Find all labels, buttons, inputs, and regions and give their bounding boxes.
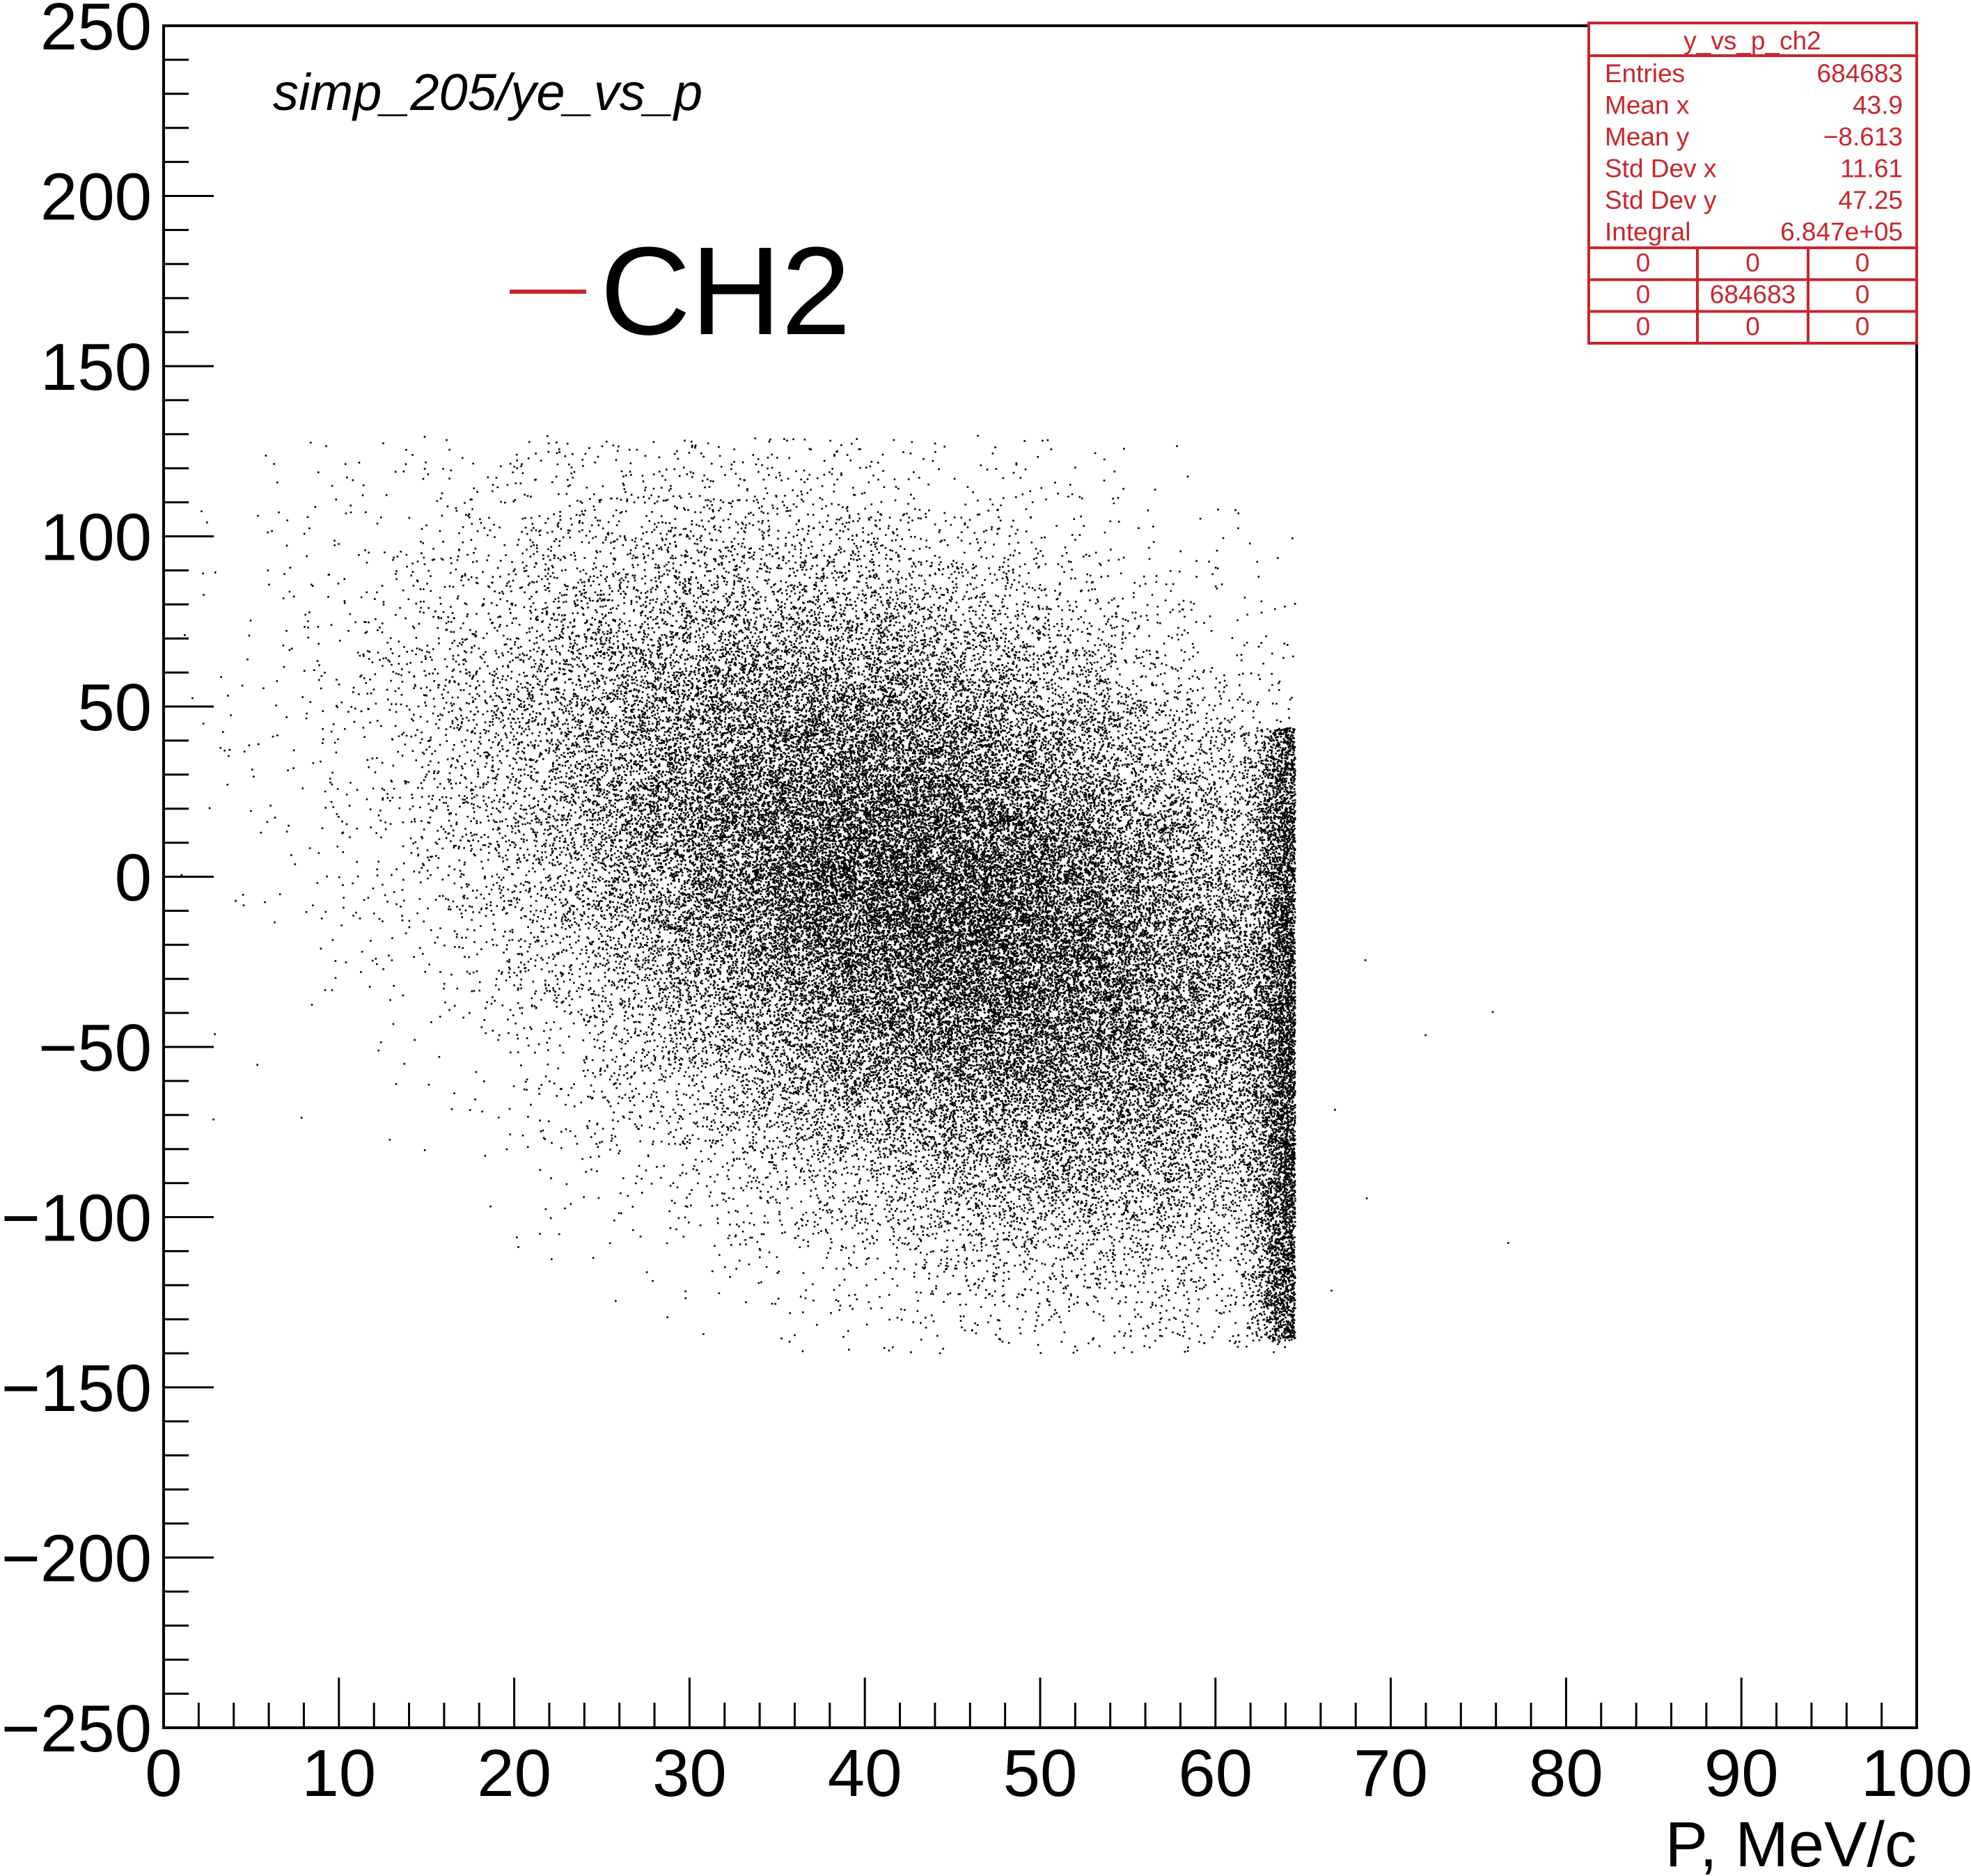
y-tick-label: 100 [40,500,152,575]
stats-grid-cell: 0 [1745,312,1760,340]
x-axis-title: P, MeV/c [1665,1809,1917,1876]
x-axis-ticks [162,1678,1918,1728]
stats-grid-cell: 0 [1855,312,1870,340]
x-axis-tick-labels: 0 10 20 30 40 50 60 70 80 90 100 [145,1736,1971,1811]
y-tick-label: 150 [40,330,152,404]
y-tick-label: −100 [1,1181,152,1256]
stats-label: Mean x [1605,91,1690,120]
stats-box-name: y_vs_p_ch2 [1683,26,1821,55]
stats-box-frame [1587,22,1918,345]
x-tick-label: 90 [1704,1736,1779,1811]
x-tick-label: 80 [1529,1736,1603,1811]
stats-value: −8.613 [1823,123,1903,151]
x-tick-label: 20 [477,1736,551,1811]
x-tick-label: 50 [1003,1736,1078,1811]
data-points [180,434,1509,1355]
y-tick-label: 0 [115,841,152,915]
scatter-points [180,434,1509,1355]
stats-value: 47.25 [1838,186,1903,214]
stats-label: Integral [1605,218,1690,246]
x-tick-label: 100 [1861,1736,1971,1811]
y-axis-tick-labels: −250 −200 −150 −100 −50 0 50 100 150 200 250 [1,0,152,1766]
stats-label: Std Dev y [1605,186,1717,214]
stats-grid-cell: 0 [1855,281,1870,309]
stats-box: y_vs_p_ch2 Entries 684683 Mean x 43.9 Mean y… [1587,22,1918,345]
y-axis-ticks [164,24,214,1729]
stats-value: 6.847e+05 [1780,218,1903,246]
legend-label: CH2 [600,221,851,361]
stats-value: 43.9 [1853,91,1903,120]
stats-grid-cell: 0 [1636,281,1651,309]
x-tick-label: 40 [828,1736,902,1811]
stats-label: Mean y [1605,123,1690,151]
stats-grid-cell: 0 [1636,249,1651,277]
histogram-title: simp_205/ye_vs_p [273,63,702,121]
y-tick-label: −150 [1,1351,152,1426]
y-tick-label: −200 [1,1522,152,1596]
stats-grid-cell: 684683 [1710,281,1796,309]
stats-grid-cell: 0 [1636,312,1651,340]
legend: CH2 [510,221,851,361]
y-tick-label: 50 [77,670,152,745]
y-tick-label: −250 [1,1692,152,1766]
y-tick-label: −50 [38,1011,152,1085]
stats-grid-cell: 0 [1745,249,1760,277]
x-tick-label: 60 [1178,1736,1253,1811]
y-tick-label: 250 [40,0,152,64]
x-tick-label: 30 [652,1736,727,1811]
stats-rows: Entries 684683 Mean x 43.9 Mean y −8.613 Std D… [1605,59,1903,246]
stats-grid-cell: 0 [1855,249,1870,277]
y-tick-label: 200 [40,160,152,235]
x-tick-label: 0 [145,1736,182,1811]
stats-grid: 0 0 0 0 684683 0 0 0 0 [1589,246,1917,345]
stats-label: Std Dev x [1605,155,1717,183]
x-tick-label: 70 [1353,1736,1428,1811]
stats-value: 684683 [1817,59,1903,88]
stats-label: Entries [1605,59,1685,88]
x-tick-label: 10 [301,1736,376,1811]
stats-value: 11.61 [1840,155,1903,183]
